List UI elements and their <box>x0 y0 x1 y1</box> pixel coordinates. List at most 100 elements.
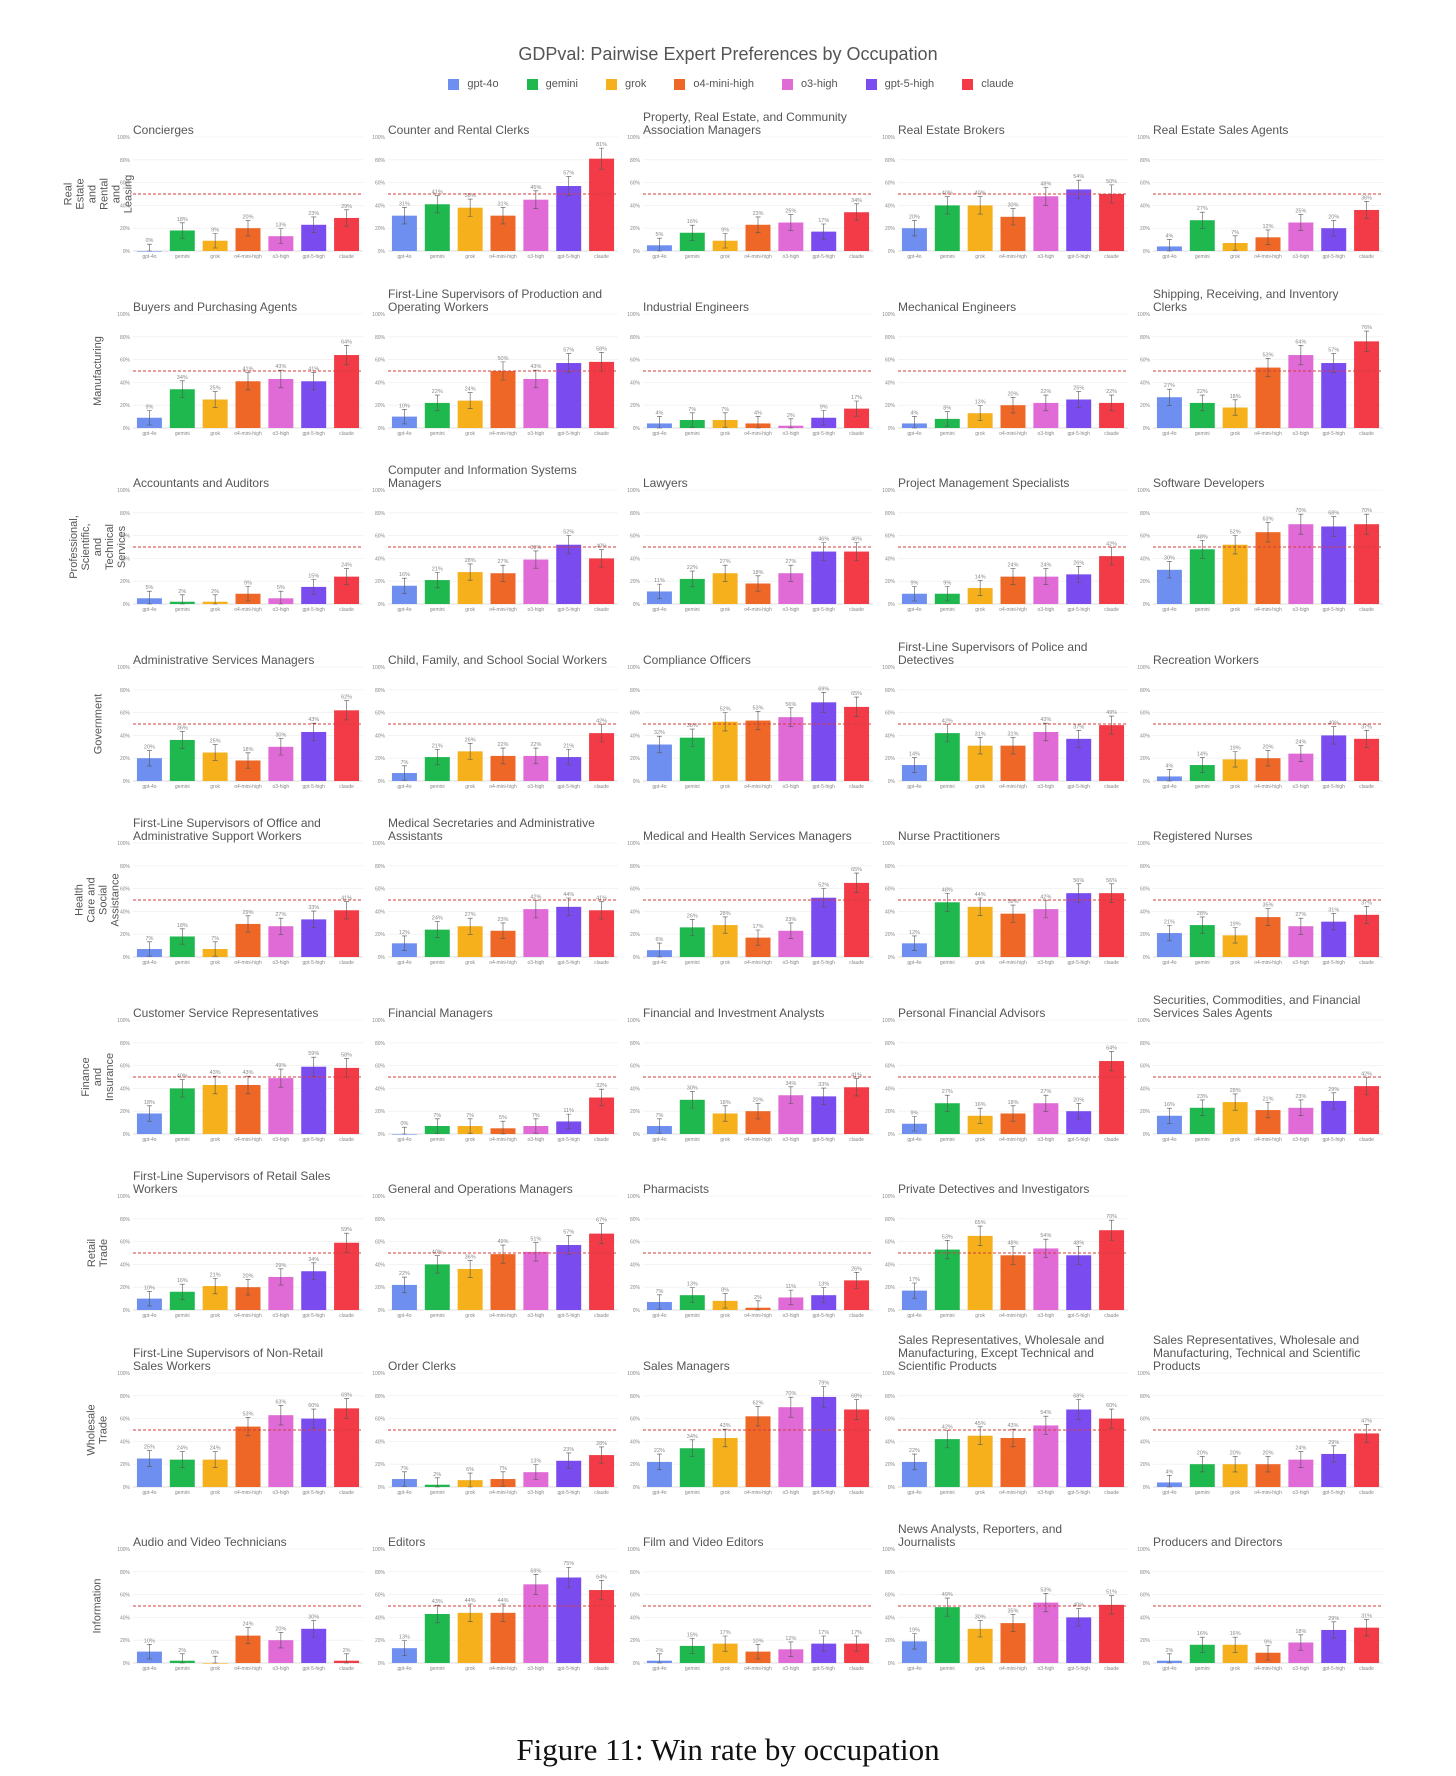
bar-value-label: 56% <box>1073 878 1084 884</box>
y-tick-label: 80% <box>630 334 641 340</box>
x-tick-label: gpt-5-high <box>1067 784 1090 790</box>
sector-label-text: Manufacturing <box>92 335 104 406</box>
y-tick-label: 60% <box>1140 1063 1151 1069</box>
x-tick-label: claude <box>1104 431 1119 437</box>
bar-value-label: 7% <box>499 1465 507 1471</box>
y-tick-label: 40% <box>630 1262 641 1268</box>
bar-value-label: 42% <box>1040 894 1051 900</box>
error-bar <box>1043 722 1049 741</box>
y-tick-label: 40% <box>375 1439 386 1445</box>
error-bar <box>854 1398 860 1420</box>
error-bar <box>1331 1444 1337 1462</box>
bar-value-label: 42% <box>530 894 541 900</box>
bar-value-label: 18% <box>144 1099 155 1105</box>
bar-value-label: 52% <box>720 706 731 712</box>
bar-o3-high <box>1288 354 1314 428</box>
bar-chart: 0% 20% 40% 60% 80% 100% 32% gpt-4o 38% gemini 52% g… <box>627 665 873 790</box>
y-tick-label: 0% <box>123 1661 131 1667</box>
bar-value-label: 18% <box>242 746 253 752</box>
bar-value-label: 64% <box>341 339 352 345</box>
error-bar <box>1265 522 1271 543</box>
x-tick-label: claude <box>339 960 354 966</box>
x-tick-label: gpt-4o <box>1162 1666 1176 1672</box>
x-tick-label: grok <box>210 784 220 790</box>
x-tick-label: gpt-5-high <box>1322 784 1345 790</box>
y-tick-label: 60% <box>120 710 131 716</box>
x-tick-label: claude <box>849 784 864 790</box>
x-tick-label: gpt-5-high <box>557 607 580 613</box>
error-bar <box>854 542 860 561</box>
error-bar <box>788 1396 794 1418</box>
x-tick-label: o4-mini-high <box>744 1490 772 1496</box>
bar-value-label: 54% <box>1040 1233 1051 1239</box>
x-tick-label: claude <box>594 431 609 437</box>
panel-title: Editors <box>388 1535 426 1549</box>
error-bar <box>566 1113 572 1129</box>
y-tick-label: 60% <box>1140 181 1151 187</box>
bar-value-label: 30% <box>975 1615 986 1621</box>
x-tick-label: o3-high <box>1293 1666 1310 1672</box>
y-tick-label: 80% <box>375 511 386 517</box>
error-bar <box>1199 1455 1205 1472</box>
bar-gpt-4o <box>901 228 927 251</box>
error-bar <box>434 1476 440 1487</box>
y-tick-label: 40% <box>120 380 131 386</box>
error-bar <box>467 198 473 217</box>
bar-value-label: 81% <box>596 142 607 148</box>
x-tick-label: grok <box>465 1490 475 1496</box>
error-bar <box>1265 749 1271 766</box>
x-tick-label: o4-mini-high <box>1254 960 1282 966</box>
y-tick-label: 100% <box>117 1194 130 1200</box>
x-tick-label: grok <box>465 1137 475 1143</box>
y-tick-label: 60% <box>120 1593 131 1599</box>
error-bar <box>821 888 827 908</box>
x-tick-label: grok <box>720 1666 730 1672</box>
y-tick-label: 60% <box>630 357 641 363</box>
bar-value-label: 9% <box>145 404 153 410</box>
bar-value-label: 48% <box>942 887 953 893</box>
bar-value-label: 18% <box>177 217 188 223</box>
y-tick-label: 60% <box>630 1593 641 1599</box>
bar-value-label: 23% <box>563 1446 574 1452</box>
y-tick-label: 40% <box>375 1262 386 1268</box>
bar-value-label: 16% <box>1230 1631 1241 1637</box>
x-tick-label: gemini <box>1195 784 1210 790</box>
y-tick-label: 80% <box>120 687 131 693</box>
y-tick-label: 80% <box>885 687 896 693</box>
bar-o4-mini-high <box>745 1110 771 1134</box>
y-tick-label: 20% <box>630 226 641 232</box>
bar-value-label: 22% <box>1106 389 1117 395</box>
error-bar <box>146 749 152 766</box>
legend-swatch <box>606 78 617 90</box>
bar-gpt-4o <box>901 1290 927 1310</box>
error-bar <box>1076 1608 1082 1627</box>
x-tick-label: o3-high <box>1293 431 1310 437</box>
bar-gpt-5-high <box>811 701 837 781</box>
y-tick-label: 80% <box>885 1040 896 1046</box>
bar-value-label: 20% <box>242 214 253 220</box>
error-bar <box>1232 535 1238 555</box>
occupation-panel: Counter and Rental Clerks 0% 20% 40% 60% 80% 1… <box>370 112 618 287</box>
error-bar <box>1331 1091 1337 1109</box>
x-tick-label: claude <box>594 1313 609 1319</box>
x-tick-label: claude <box>1104 784 1119 790</box>
bar-value-label: 57% <box>563 1230 574 1236</box>
y-tick-label: 60% <box>120 181 131 187</box>
y-tick-label: 0% <box>888 602 896 608</box>
bar-gemini <box>169 230 195 251</box>
bar-value-label: 42% <box>1106 541 1117 547</box>
y-tick-label: 0% <box>123 426 131 432</box>
x-tick-label: gpt-5-high <box>302 784 325 790</box>
figure-caption: Figure 11: Win rate by occupation <box>516 1732 940 1767</box>
x-tick-label: grok <box>975 1313 985 1319</box>
error-bar <box>434 1255 440 1274</box>
error-bar <box>755 710 761 730</box>
bar-value-label: 17% <box>720 1630 731 1636</box>
bar-value-label: 22% <box>909 1448 920 1454</box>
bar-value-label: 58% <box>341 1052 352 1058</box>
error-bar <box>788 564 794 582</box>
bar-value-label: 6% <box>466 1467 474 1473</box>
occupation-panel: Sales Representatives, Wholesale and Man… <box>880 1333 1128 1523</box>
bar-value-label: 34% <box>308 1257 319 1263</box>
y-tick-label: 100% <box>1137 135 1150 141</box>
